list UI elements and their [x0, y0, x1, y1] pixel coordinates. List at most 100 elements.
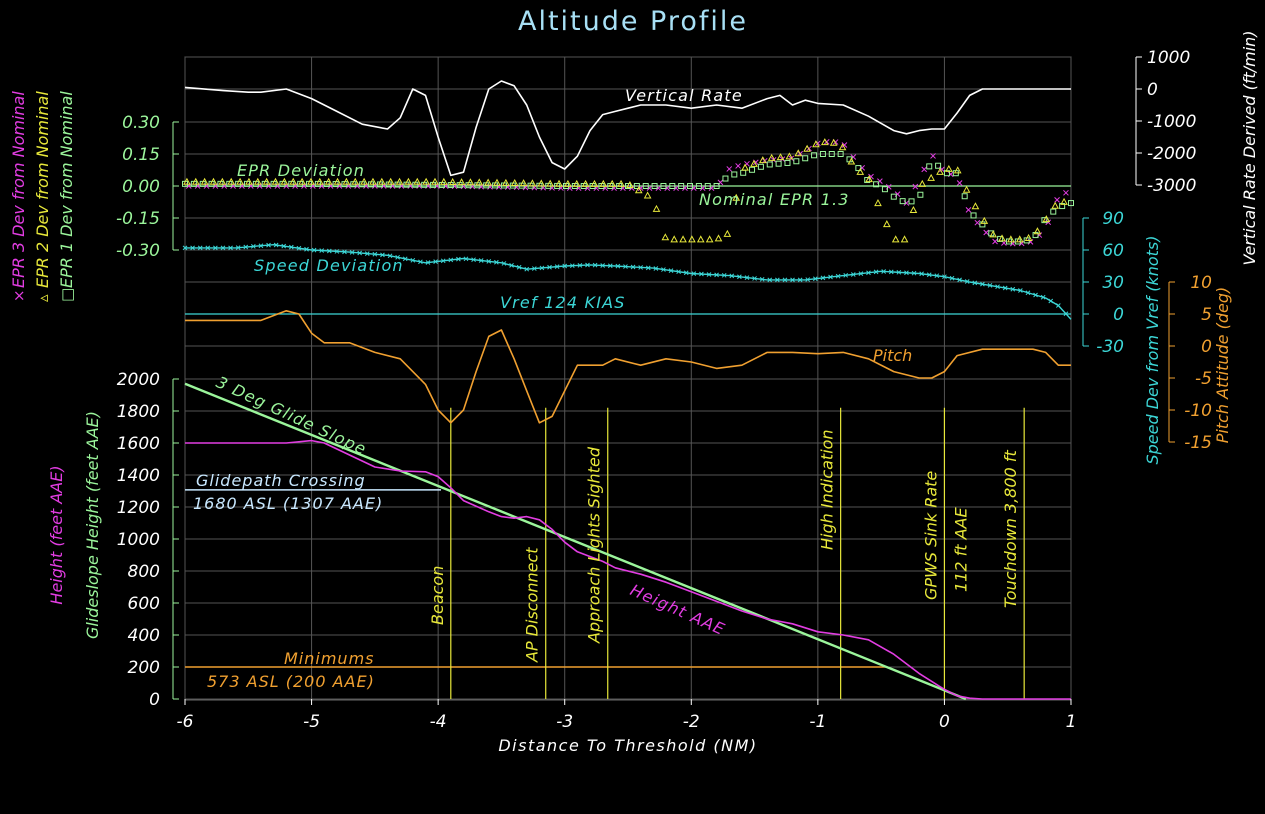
- epr2-marker: [395, 177, 404, 185]
- epr2-marker: [209, 177, 218, 185]
- pitch-tick-label: 0: [1201, 337, 1212, 357]
- vrate-tick-label: 1000: [1147, 48, 1190, 68]
- epr2-marker: [236, 177, 244, 185]
- epr2-marker: [989, 230, 998, 238]
- epr2-marker: [1051, 201, 1060, 209]
- speed-marker: [1055, 303, 1061, 308]
- speed-marker: [759, 276, 765, 282]
- epr2-marker: [493, 178, 501, 186]
- minimums-label: Minimums: [284, 649, 374, 668]
- epr3-marker: [912, 183, 919, 190]
- epr3-marker: [930, 153, 936, 159]
- speed-marker: [866, 270, 871, 276]
- annotation-labels: Vertical Rate EPR Deviation Nominal EPR 1.…: [193, 86, 1020, 691]
- epr1-marker: [1068, 200, 1074, 207]
- epr3-marker: [1063, 189, 1069, 196]
- height-tick-label: 0: [149, 690, 160, 710]
- x-axis-label: Distance To Threshold (NM): [498, 736, 757, 755]
- epr2-marker: [307, 177, 315, 185]
- epr2-marker: [386, 177, 395, 185]
- speed-marker: [440, 258, 446, 264]
- speed-marker: [782, 277, 788, 283]
- epr-tick-label: 0.00: [122, 177, 160, 197]
- speed-marker: [600, 263, 606, 268]
- epr2-marker: [900, 235, 909, 243]
- speed-marker: [418, 259, 423, 265]
- epr3-marker: [992, 238, 998, 245]
- epr-legend-entry: EPR 2 Dev from Nominal: [33, 91, 52, 288]
- epr2-marker: [918, 179, 927, 187]
- speed-marker: [714, 272, 719, 278]
- speed-deviation-label: Speed Deviation: [254, 256, 404, 275]
- epr2-marker: [1033, 227, 1042, 235]
- epr2-marker: [528, 179, 537, 187]
- epr1-marker: [1041, 217, 1048, 224]
- speed-marker: [737, 274, 742, 280]
- epr1-marker: [704, 183, 711, 189]
- x-tick-label: 0: [939, 712, 950, 732]
- speed-marker: [494, 259, 499, 265]
- pitch-label: Pitch: [873, 346, 912, 365]
- speed-marker: [850, 272, 856, 277]
- epr1-marker: [1059, 203, 1066, 210]
- epr2-marker: [590, 179, 599, 187]
- speed-axis-label: Speed Dev from Vref (knots): [1143, 235, 1162, 464]
- speed-marker: [266, 242, 271, 248]
- epr1-marker: [775, 160, 782, 167]
- speed-marker: [919, 271, 924, 277]
- epr2-marker: [262, 177, 271, 185]
- speed-marker: [349, 249, 355, 255]
- epr2-marker: [475, 178, 484, 186]
- epr3-marker: [965, 207, 972, 213]
- speed-marker: [288, 244, 294, 250]
- epr3-marker: [956, 180, 963, 186]
- epr2-marker: [289, 177, 298, 185]
- speed-marker: [775, 277, 780, 283]
- epr2-marker: [776, 153, 785, 161]
- x-tick-label: -5: [303, 712, 320, 732]
- epr2-marker: [794, 149, 803, 157]
- speed-marker: [653, 266, 659, 271]
- speed-marker: [569, 263, 575, 269]
- epr2-marker: [865, 175, 873, 183]
- epr-tick-label: -0.15: [116, 209, 160, 229]
- epr2-marker: [874, 199, 882, 207]
- epr2-marker: [191, 177, 200, 185]
- epr2-marker: [484, 178, 492, 186]
- epr2-marker: [572, 179, 581, 187]
- speed-tick-label: -30: [1096, 337, 1124, 357]
- epr2-marker: [537, 179, 546, 187]
- speed-marker: [235, 245, 241, 251]
- epr2-marker: [714, 234, 723, 242]
- height-axis-label: Glideslope Height (feet AAE): [83, 411, 102, 639]
- epr2-marker: [767, 153, 776, 161]
- epr1-marker: [793, 158, 800, 165]
- epr2-marker: [820, 138, 829, 146]
- speed-marker: [478, 258, 484, 263]
- epr1-marker: [881, 186, 888, 193]
- speed-marker: [1063, 311, 1069, 317]
- epr1-marker: [731, 171, 738, 178]
- speed-marker: [190, 245, 195, 251]
- speed-marker: [729, 273, 735, 279]
- epr2-marker: [953, 166, 962, 174]
- speed-marker: [888, 269, 894, 275]
- epr2-marker: [812, 140, 820, 148]
- epr2-marker: [643, 191, 652, 199]
- vref-label: Vref 124 KIAS: [500, 293, 626, 312]
- speed-marker: [638, 265, 644, 270]
- epr2-marker: [519, 179, 528, 187]
- epr2-marker: [661, 233, 670, 241]
- epr1-marker: [908, 198, 915, 205]
- glide-slope-line: [184, 382, 967, 701]
- epr3-marker: [983, 229, 990, 236]
- speed-marker: [683, 270, 689, 276]
- epr2-marker: [200, 177, 209, 185]
- height-tick-label: 600: [128, 594, 160, 614]
- speed-marker: [380, 252, 385, 258]
- epr2-marker: [342, 177, 351, 185]
- epr2-marker: [439, 177, 448, 185]
- speed-marker: [213, 245, 218, 251]
- epr1-marker: [633, 183, 640, 189]
- vrate-tick-label: 0: [1147, 80, 1158, 100]
